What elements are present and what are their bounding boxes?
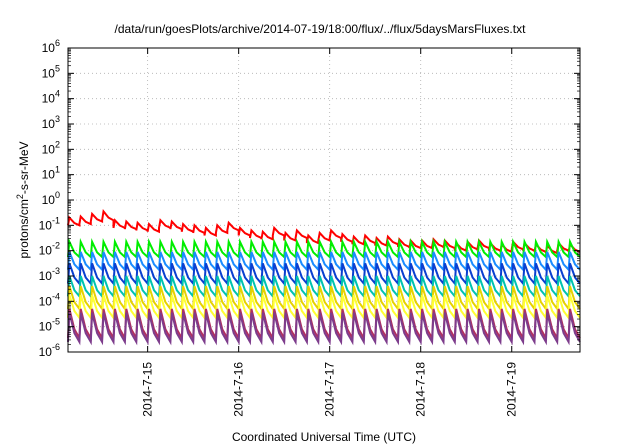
y-tick-label: 10-3	[39, 266, 60, 283]
y-tick-label: 104	[42, 89, 60, 106]
y-tick-label: 105	[42, 63, 60, 80]
x-tick-label: 2014-7-16	[232, 362, 246, 417]
x-axis: 2014-7-15 2014-7-16 2014-7-17 2014-7-18 2014…	[141, 48, 519, 417]
y-tick-label: 103	[42, 114, 60, 131]
y-tick-label: 10-4	[39, 291, 60, 308]
chart-title: /data/run/goesPlots/archive/2014-07-19/1…	[114, 22, 526, 36]
series-line-2	[67, 251, 581, 273]
series-line-4	[67, 275, 581, 299]
x-axis-label: Coordinated Universal Time (UTC)	[231, 430, 417, 444]
series-line-1	[67, 238, 581, 260]
x-tick-label: 2014-7-18	[414, 362, 428, 417]
y-tick-label: 10-5	[39, 317, 60, 334]
y-tick-label: 102	[42, 139, 60, 156]
y-tick-label: 10-1	[39, 215, 60, 232]
x-tick-label: 2014-7-19	[505, 362, 519, 417]
series-line-6	[67, 294, 581, 321]
y-tick-label: 10-2	[39, 241, 60, 258]
x-tick-label: 2014-7-17	[323, 362, 337, 417]
y-tick-label: 101	[42, 165, 60, 182]
y-axis-label: protons/cm2-s-sr-MeV	[15, 141, 31, 258]
series-line-5	[67, 285, 581, 312]
y-axis: 10-6 10-5 10-4 10-3 10-2 10-1 100 101 102 103 104 1…	[39, 38, 580, 359]
series-line-3	[67, 262, 581, 287]
y-tick-label: 100	[42, 190, 60, 207]
y-tick-label: 10-6	[39, 342, 60, 359]
y-tick-label: 106	[42, 38, 60, 55]
series-layer	[67, 209, 581, 346]
series-line-8	[67, 312, 581, 346]
x-tick-label: 2014-7-15	[141, 362, 155, 417]
